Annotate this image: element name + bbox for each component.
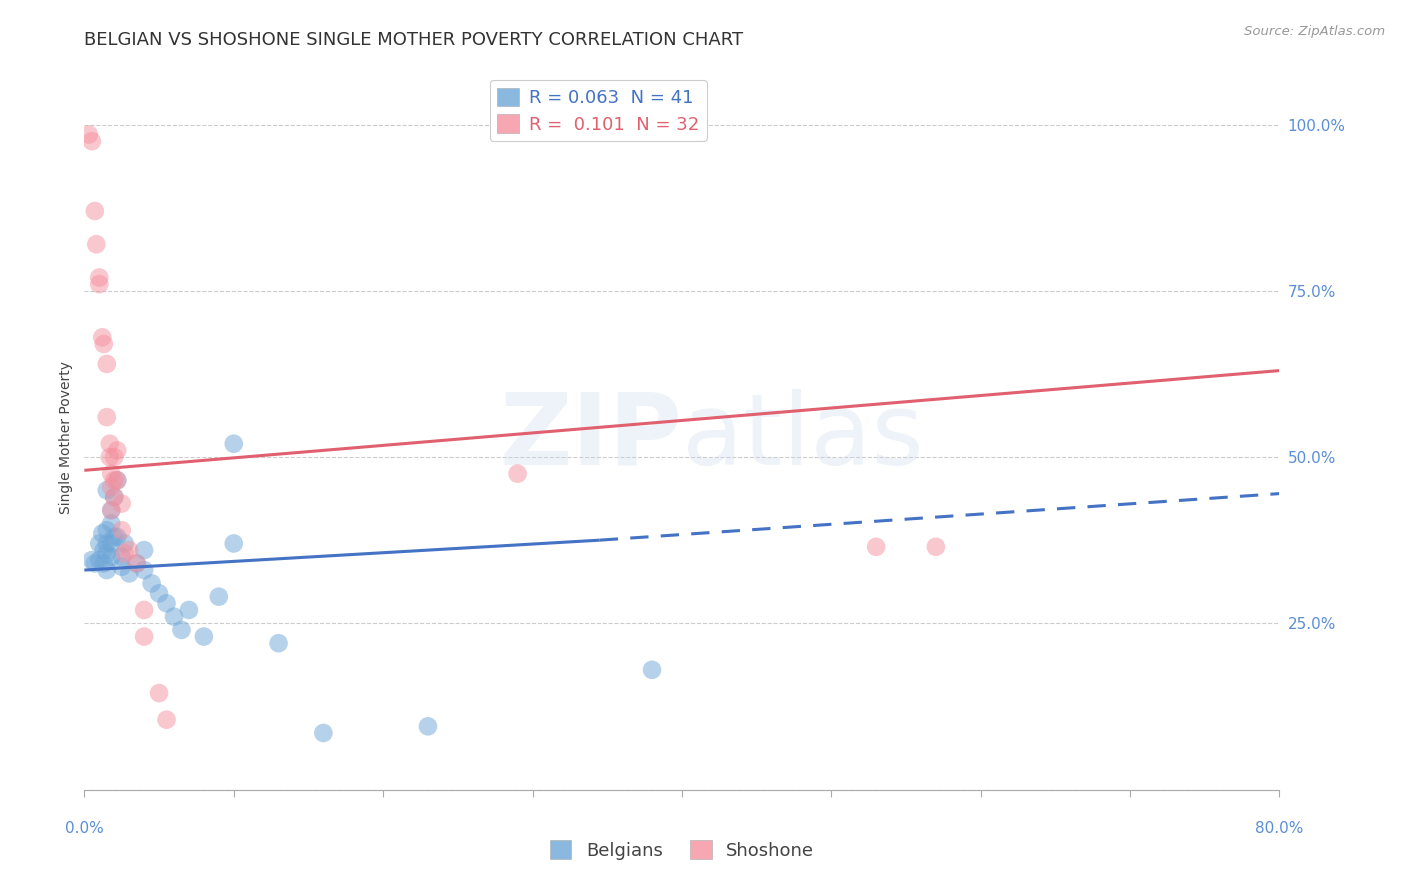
Point — [155, 713, 177, 727]
Point — [96, 483, 118, 498]
Point — [118, 566, 141, 581]
Point — [100, 503, 122, 517]
Point — [125, 557, 148, 571]
Point — [100, 536, 122, 550]
Point — [132, 603, 156, 617]
Point — [111, 559, 134, 574]
Point — [96, 523, 118, 537]
Point — [100, 503, 122, 517]
Point — [93, 543, 115, 558]
Point — [125, 557, 148, 571]
Point — [98, 450, 121, 464]
Point — [148, 586, 170, 600]
Point — [222, 436, 245, 450]
Point — [111, 549, 134, 564]
Point — [96, 536, 118, 550]
Point — [93, 557, 115, 571]
Y-axis label: Single Mother Poverty: Single Mother Poverty — [59, 360, 73, 514]
Point — [111, 523, 134, 537]
Point — [222, 536, 245, 550]
Point — [96, 357, 118, 371]
Point — [132, 630, 156, 644]
Point — [93, 337, 115, 351]
Point — [641, 663, 664, 677]
Point — [416, 719, 439, 733]
Point — [91, 330, 114, 344]
Point — [148, 686, 170, 700]
Point — [170, 623, 193, 637]
Point — [91, 526, 114, 541]
Point — [155, 596, 177, 610]
Point — [89, 277, 111, 292]
Point — [89, 536, 111, 550]
Point — [100, 516, 122, 531]
Point — [865, 540, 887, 554]
Point — [89, 553, 111, 567]
Point — [105, 473, 128, 487]
Point — [80, 553, 103, 567]
Text: ZIP: ZIP — [499, 389, 682, 485]
Point — [925, 540, 948, 554]
Text: Source: ZipAtlas.com: Source: ZipAtlas.com — [1244, 25, 1385, 38]
Point — [312, 726, 335, 740]
Point — [506, 467, 529, 481]
Point — [103, 530, 125, 544]
Point — [77, 128, 100, 142]
Point — [105, 530, 128, 544]
Legend: Belgians, Shoshone: Belgians, Shoshone — [543, 833, 821, 867]
Text: 0.0%: 0.0% — [65, 822, 104, 837]
Point — [193, 630, 215, 644]
Point — [118, 543, 141, 558]
Point — [80, 134, 103, 148]
Text: 80.0%: 80.0% — [1256, 822, 1303, 837]
Point — [86, 237, 108, 252]
Point — [96, 563, 118, 577]
Point — [105, 443, 128, 458]
Point — [98, 436, 121, 450]
Point — [103, 473, 125, 487]
Point — [103, 490, 125, 504]
Point — [100, 549, 122, 564]
Point — [83, 557, 105, 571]
Text: atlas: atlas — [682, 389, 924, 485]
Point — [208, 590, 231, 604]
Point — [100, 480, 122, 494]
Point — [83, 204, 105, 219]
Point — [141, 576, 163, 591]
Point — [96, 410, 118, 425]
Point — [105, 473, 128, 487]
Point — [267, 636, 290, 650]
Point — [96, 546, 118, 560]
Point — [132, 543, 156, 558]
Point — [103, 450, 125, 464]
Point — [163, 609, 186, 624]
Point — [89, 270, 111, 285]
Point — [114, 546, 136, 560]
Text: BELGIAN VS SHOSHONE SINGLE MOTHER POVERTY CORRELATION CHART: BELGIAN VS SHOSHONE SINGLE MOTHER POVERT… — [84, 31, 744, 49]
Point — [111, 497, 134, 511]
Point — [177, 603, 200, 617]
Point — [100, 467, 122, 481]
Point — [132, 563, 156, 577]
Point — [114, 536, 136, 550]
Point — [103, 490, 125, 504]
